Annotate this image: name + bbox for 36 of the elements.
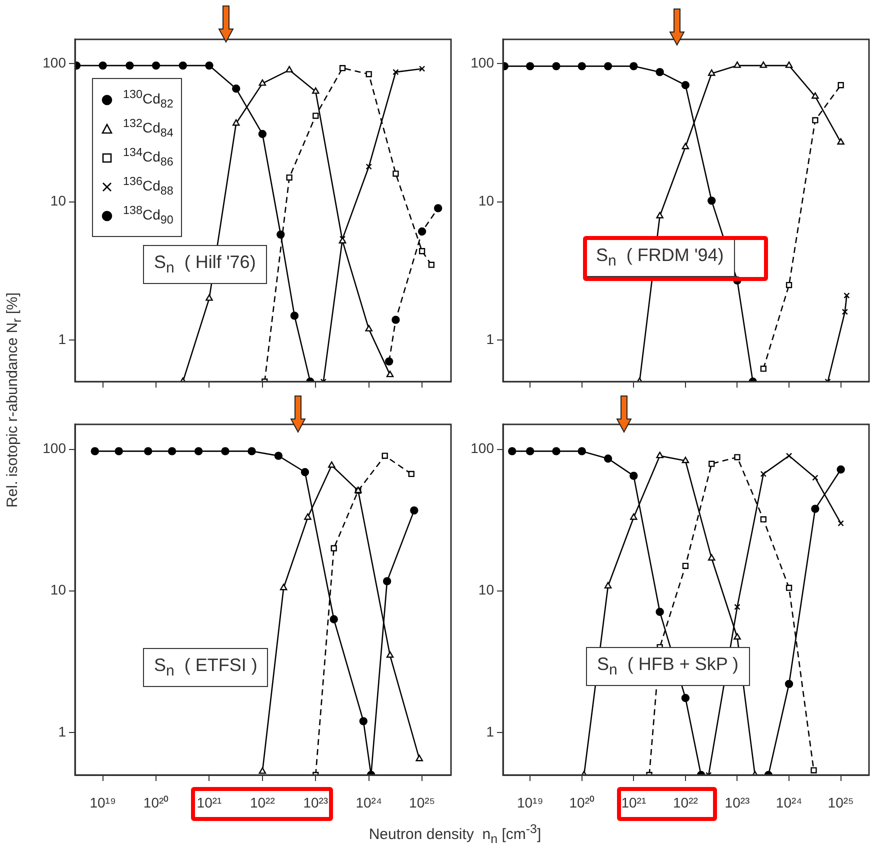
x-tick-label: 10²⁰ (569, 794, 594, 810)
legend-label: $^{130}$Cd$_{82}$ (123, 88, 174, 111)
annotation: S$_{n}$ ( HFB + SkP ) (586, 647, 750, 686)
y-tick-label: 1 (58, 723, 66, 740)
y-tick-label: 100 (470, 54, 494, 71)
x-axis-title: Neutron density n$_{n}$ [cm$^{-3}$] (368, 822, 542, 846)
x-tick-label: 10²⁰ (143, 794, 169, 810)
legend-label: $^{132}$Cd$_{84}$ (123, 117, 174, 140)
y-tick-label: 1 (486, 723, 494, 740)
y-tick-label: 10 (50, 582, 66, 598)
y-tick-label: 1 (58, 330, 66, 347)
x-tick-label: 10¹⁹ (516, 794, 544, 810)
y-tick-label: 10 (478, 192, 494, 209)
y-tick-label: 10 (50, 192, 66, 209)
y-tick-label: 100 (470, 440, 494, 456)
x-tick-label: 10²² (673, 794, 698, 810)
legend-label: $^{134}$Cd$_{86}$ (123, 146, 174, 169)
y-tick-label: 10 (478, 582, 494, 598)
x-tick-label: 10²³ (303, 794, 328, 810)
y-tick-label: 100 (42, 440, 66, 456)
x-tick-label: 10²³ (724, 794, 750, 810)
annotation: S$_{n}$ ( ETFSI ) (143, 648, 268, 687)
y-tick-label: 1 (486, 330, 494, 347)
x-tick-label: 10²⁵ (409, 794, 436, 810)
x-tick-label: 10²⁴ (356, 794, 382, 810)
annotation: S$_{n}$ ( Hilf '76) (143, 245, 267, 284)
legend-label: $^{136}$Cd$_{88}$ (123, 175, 174, 198)
x-tick-label: 10²² (250, 794, 276, 810)
annotation: S$_{n}$ ( FRDM '94) (585, 238, 735, 277)
x-tick-label: 10²¹ (196, 794, 222, 810)
x-tick-label: 10¹⁹ (90, 794, 116, 810)
x-tick-label: 10²¹ (621, 794, 646, 810)
x-tick-label: 10²⁵ (828, 794, 854, 810)
legend-label: $^{138}$Cd$_{90}$ (123, 204, 174, 227)
y-tick-label: 100 (42, 54, 66, 71)
x-tick-label: 10²⁴ (776, 794, 802, 810)
